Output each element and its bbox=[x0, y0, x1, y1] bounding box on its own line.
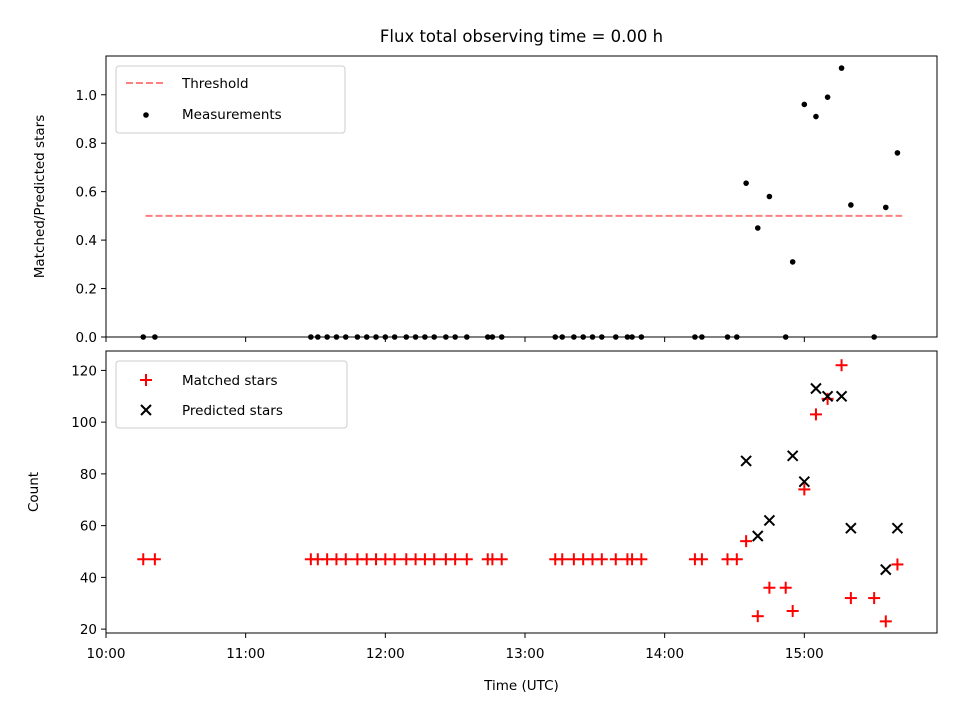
matched-star-marker bbox=[449, 553, 462, 566]
top-y-tick-label: 0.4 bbox=[76, 233, 97, 249]
bottom-y-tick-label: 80 bbox=[80, 467, 97, 483]
bottom-panel-marks bbox=[137, 359, 904, 628]
bottom-x-tick-label: 14:00 bbox=[645, 646, 684, 662]
bottom-panel-x-axis: 10:00 11:00 12:00 13:00 14:00 15:00 bbox=[87, 633, 824, 662]
predicted-legend-label: Predicted stars bbox=[182, 403, 283, 419]
matched-legend-label: Matched stars bbox=[182, 373, 278, 389]
bottom-x-tick-label: 10:00 bbox=[87, 646, 126, 662]
count-panel: 20 40 60 80 100 120 10:00 11:00 12:00 13:00 14:00… bbox=[26, 350, 938, 694]
matched-star-marker bbox=[891, 558, 904, 571]
predicted-star-marker bbox=[798, 475, 811, 488]
bottom-y-tick-label: 40 bbox=[80, 570, 97, 586]
top-legend: Threshold Measurements bbox=[115, 65, 346, 134]
bottom-y-tick-label: 60 bbox=[80, 519, 97, 535]
top-panel-title: Flux total observing time = 0.00 h bbox=[380, 27, 663, 46]
matched-star-marker bbox=[388, 553, 401, 566]
matched-star-marker bbox=[879, 615, 892, 628]
bottom-y-tick-label: 120 bbox=[71, 363, 97, 379]
predicted-legend-swatch bbox=[140, 404, 152, 416]
matched-star-marker bbox=[137, 553, 150, 566]
predicted-star-marker bbox=[845, 522, 857, 534]
matched-star-marker bbox=[798, 483, 811, 496]
predicted-star-marker bbox=[786, 450, 799, 462]
measurement-point bbox=[801, 101, 808, 108]
top-y-tick-label: 1.0 bbox=[76, 88, 97, 104]
matched-star-marker bbox=[148, 553, 161, 566]
predicted-star-marker bbox=[821, 390, 834, 402]
matched-star-marker bbox=[609, 553, 622, 566]
matched-star-marker bbox=[595, 553, 608, 566]
measurement-point bbox=[882, 204, 889, 211]
matched-star-marker bbox=[495, 553, 508, 566]
matched-star-marker bbox=[428, 553, 441, 566]
top-panel-x-ticks bbox=[105, 337, 805, 342]
matched-star-marker bbox=[868, 592, 881, 605]
measurement-point bbox=[789, 259, 796, 265]
bottom-legend-frame bbox=[115, 360, 348, 429]
measurement-point bbox=[848, 202, 854, 208]
bottom-x-tick-label: 12:00 bbox=[366, 646, 405, 662]
top-y-tick-label: 0.0 bbox=[76, 330, 97, 346]
top-y-tick-label: 0.2 bbox=[76, 282, 97, 298]
matched-legend-swatch bbox=[140, 374, 152, 386]
matched-star-marker bbox=[763, 581, 776, 594]
bottom-panel-x-label: Time (UTC) bbox=[483, 678, 559, 694]
matched-star-marker bbox=[339, 553, 352, 566]
matched-star-marker bbox=[695, 553, 708, 566]
measurement-point bbox=[813, 113, 819, 120]
measurement-point bbox=[754, 225, 761, 231]
predicted-star-marker bbox=[740, 455, 752, 467]
matched-star-marker bbox=[556, 553, 569, 566]
top-legend-frame bbox=[115, 65, 346, 134]
predicted-star-marker bbox=[880, 563, 892, 576]
measurement-point bbox=[766, 193, 773, 200]
measurements-legend-swatch bbox=[143, 112, 149, 118]
matched-star-marker bbox=[809, 408, 822, 421]
bottom-x-tick-label: 15:00 bbox=[785, 646, 824, 662]
top-panel-y-label: Matched/Predicted stars bbox=[32, 115, 48, 278]
bottom-panel-y-label: Count bbox=[26, 472, 42, 512]
measurement-point bbox=[824, 94, 831, 100]
matched-star-marker bbox=[779, 581, 792, 594]
measurement-point bbox=[743, 180, 749, 186]
predicted-star-marker bbox=[891, 522, 904, 534]
threshold-legend-label: Threshold bbox=[181, 76, 249, 92]
bottom-x-tick-label: 13:00 bbox=[506, 646, 545, 662]
bottom-y-tick-label: 20 bbox=[80, 622, 97, 638]
matched-star-marker bbox=[730, 553, 743, 566]
matched-star-marker bbox=[635, 553, 648, 566]
measurements-legend-label: Measurements bbox=[182, 107, 282, 123]
matched-star-marker bbox=[751, 610, 764, 623]
predicted-star-marker bbox=[752, 530, 764, 542]
measurement-point bbox=[838, 65, 845, 71]
bottom-x-tick-label: 11:00 bbox=[226, 646, 265, 662]
matched-star-marker bbox=[786, 605, 799, 618]
predicted-star-marker bbox=[810, 382, 822, 395]
bottom-panel-frame bbox=[105, 350, 938, 634]
matched-star-marker bbox=[460, 553, 473, 566]
matched-star-marker bbox=[835, 359, 848, 372]
top-panel-frame bbox=[105, 55, 938, 338]
predicted-star-marker bbox=[835, 390, 848, 402]
bottom-legend: Matched stars Predicted stars bbox=[115, 360, 348, 429]
bottom-panel-y-axis: 20 40 60 80 100 120 bbox=[71, 363, 106, 638]
ratio-panel: 0.0 0.2 0.4 0.6 0.8 1.0 Matched/Predicted sta… bbox=[32, 55, 938, 346]
matched-star-marker bbox=[844, 592, 857, 605]
predicted-star-marker bbox=[763, 514, 776, 527]
matched-star-marker bbox=[740, 535, 753, 548]
top-panel-y-axis: 0.0 0.2 0.4 0.6 0.8 1.0 bbox=[76, 88, 106, 346]
bottom-y-tick-label: 100 bbox=[71, 415, 97, 431]
top-y-tick-label: 0.6 bbox=[76, 185, 97, 201]
top-y-tick-label: 0.8 bbox=[76, 136, 97, 152]
measurement-point bbox=[894, 150, 901, 156]
